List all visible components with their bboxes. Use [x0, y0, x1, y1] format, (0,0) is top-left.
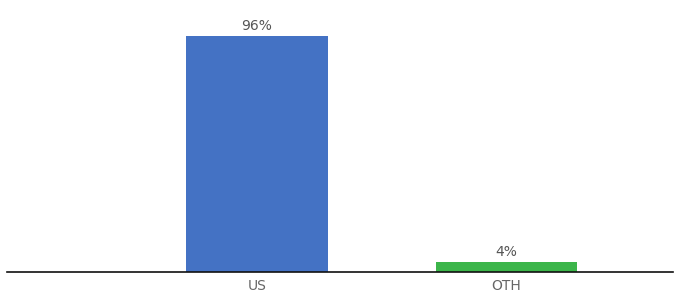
Text: 96%: 96%	[241, 19, 272, 33]
Bar	[436, 262, 577, 272]
Text: 4%: 4%	[496, 244, 517, 259]
Bar	[186, 36, 328, 272]
